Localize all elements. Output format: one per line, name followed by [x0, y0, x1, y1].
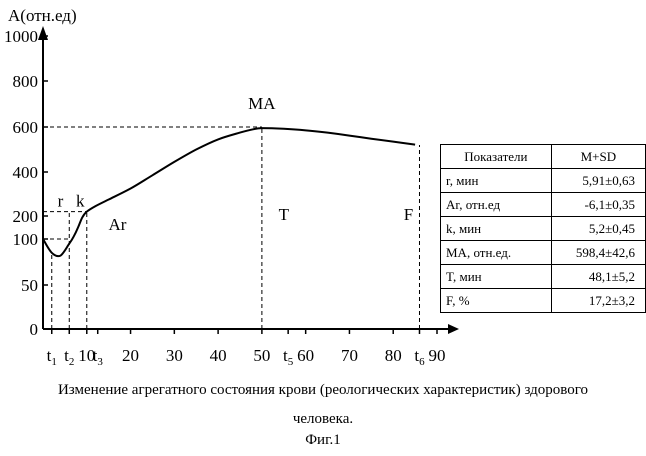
parameters-table: Показатели M+SD r, мин5,91±0,63Ar, отн.е…: [440, 144, 646, 313]
region-label-t: T: [279, 205, 290, 224]
region-label-r: r: [58, 192, 64, 211]
series-line: [43, 128, 415, 256]
x-tick-label-t1: t1: [47, 346, 57, 368]
caption-line-1: Изменение агрегатного состояния крови (р…: [0, 382, 646, 399]
table-row: MA, отн.ед.598,4±42,6: [441, 241, 646, 265]
y-tick-label-800: 800: [13, 72, 39, 91]
parameter-value-cell: 5,2±0,45: [551, 217, 645, 241]
region-label-f: F: [404, 205, 413, 224]
table-row: r, мин5,91±0,63: [441, 169, 646, 193]
parameter-value-cell: 17,2±3,2: [551, 289, 645, 313]
x-axis-arrow: [448, 324, 459, 334]
y-axis-label: A(отн.ед): [8, 6, 77, 25]
chart-axes: [38, 26, 459, 334]
region-labels: rk Ar MA T F: [58, 94, 414, 234]
parameter-name-cell: k, мин: [441, 217, 552, 241]
y-tick-labels: 0 50 100 200 400 600 800 1000: [4, 27, 38, 339]
guide-lines: [43, 127, 419, 329]
y-tick-label-0: 0: [30, 320, 39, 339]
x-tick-label-80: 80: [385, 346, 402, 365]
table-row: F, %17,2±3,2: [441, 289, 646, 313]
table-row: T, мин48,1±5,2: [441, 265, 646, 289]
y-tick-label-50: 50: [21, 276, 38, 295]
x-tick-label-50: 50: [253, 346, 270, 365]
table-header-row: Показатели M+SD: [441, 145, 646, 169]
table-body: r, мин5,91±0,63Ar, отн.ед-6,1±0,35k, мин…: [441, 169, 646, 313]
figure-number: Фиг.1: [0, 432, 646, 449]
parameter-name-cell: T, мин: [441, 265, 552, 289]
parameter-name-cell: F, %: [441, 289, 552, 313]
table-header-msd: M+SD: [551, 145, 645, 169]
x-tick-labels: t1t210t320304050t5607080t690: [47, 346, 446, 368]
x-tick-label-40: 40: [210, 346, 227, 365]
caption-line-2: человека.: [0, 411, 646, 428]
x-tick-label-70: 70: [341, 346, 358, 365]
region-label-k: k: [76, 192, 85, 211]
table-header-parameters: Показатели: [441, 145, 552, 169]
parameter-value-cell: -6,1±0,35: [551, 193, 645, 217]
parameter-value-cell: 48,1±5,2: [551, 265, 645, 289]
table-row: k, мин5,2±0,45: [441, 217, 646, 241]
parameter-value-cell: 5,91±0,63: [551, 169, 645, 193]
parameter-value-cell: 598,4±42,6: [551, 241, 645, 265]
parameter-name-cell: MA, отн.ед.: [441, 241, 552, 265]
y-tick-label-200: 200: [13, 207, 39, 226]
x-tick-label-t5: t5: [283, 346, 294, 368]
y-tick-label-400: 400: [13, 163, 39, 182]
x-tick-label-t6: t6: [414, 346, 425, 368]
region-label-ar: Ar: [108, 215, 126, 234]
x-tick-label-30: 30: [166, 346, 183, 365]
y-tick-label-100: 100: [13, 230, 39, 249]
x-tick-label-t3: t3: [93, 346, 104, 368]
x-tick-label-20: 20: [122, 346, 139, 365]
region-label-ma: MA: [248, 94, 276, 113]
parameter-name-cell: r, мин: [441, 169, 552, 193]
x-tick-label-t2: t2: [64, 346, 74, 368]
x-tick-label-90: 90: [429, 346, 446, 365]
y-tick-label-1000: 1000: [4, 27, 38, 46]
y-tick-label-600: 600: [13, 118, 39, 137]
table-row: Ar, отн.ед-6,1±0,35: [441, 193, 646, 217]
x-tick-label-60: 60: [297, 346, 314, 365]
y-axis-arrow: [38, 26, 48, 40]
parameter-name-cell: Ar, отн.ед: [441, 193, 552, 217]
